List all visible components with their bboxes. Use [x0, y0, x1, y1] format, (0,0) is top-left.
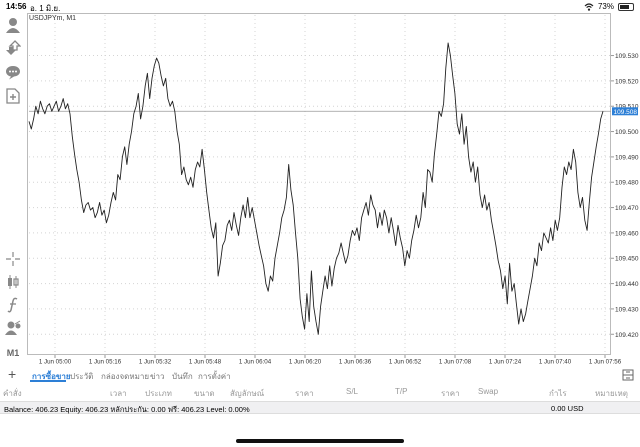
- current-price-label: 109.508: [614, 109, 638, 116]
- home-indicator[interactable]: [236, 439, 404, 443]
- tab-journal[interactable]: บันทึก: [172, 372, 193, 381]
- chart-symbol-label: USDJPYm, M1: [29, 15, 77, 22]
- x-tick-label: 1 Jun 05:32: [139, 359, 172, 366]
- x-tick-label: 1 Jun 05:16: [89, 359, 122, 366]
- x-tick-label: 1 Jun 06:20: [289, 359, 322, 366]
- price-line: [28, 42, 604, 335]
- y-tick-label: 109.460: [615, 230, 639, 237]
- chart-type-icon[interactable]: [4, 273, 22, 291]
- col-time: เวลา: [110, 389, 127, 398]
- y-tick-label: 109.500: [615, 129, 639, 136]
- tab-mailbox[interactable]: กล่องจดหมาย: [101, 372, 150, 381]
- x-tick-label: 1 Jun 05:00: [39, 359, 72, 366]
- battery-percent: 73%: [597, 2, 614, 11]
- panel-menu-icon[interactable]: [622, 369, 634, 381]
- balance-summary: Balance: 406.23 Equity: 406.23 หลักประกั…: [4, 405, 250, 414]
- col-order: คำสั่ง: [3, 389, 22, 398]
- y-tick-label: 109.530: [615, 53, 639, 60]
- x-tick-label: 1 Jun 06:52: [389, 359, 422, 366]
- total-profit: 0.00 USD: [551, 404, 584, 413]
- status-bar: 14:56 อ. 1 มิ.ย. 73%: [0, 0, 640, 13]
- active-tab-indicator: [30, 380, 66, 382]
- left-toolbar: M1: [0, 13, 26, 361]
- y-tick-label: 109.490: [615, 154, 639, 161]
- current-price-tag: [612, 107, 638, 116]
- add-icon[interactable]: +: [8, 366, 17, 382]
- terminal-tabs: + การซื้อขาย ประวัติ กล่องจดหมาย ข่าว บั…: [0, 366, 640, 382]
- x-tick-label: 1 Jun 06:04: [239, 359, 272, 366]
- wifi-icon: [584, 2, 594, 11]
- indicator-icon[interactable]: [4, 296, 22, 314]
- col-profit: กำไร: [549, 389, 567, 398]
- col-symbol: สัญลักษณ์: [230, 389, 265, 398]
- objects-icon[interactable]: [4, 319, 22, 337]
- col-price-current: ราคา: [441, 389, 460, 398]
- x-tick-label: 1 Jun 06:36: [339, 359, 372, 366]
- y-tick-label: 109.510: [615, 104, 639, 111]
- tab-settings[interactable]: การตั้งค่า: [198, 372, 231, 381]
- balance-bar: Balance: 406.23 Equity: 406.23 หลักประกั…: [0, 401, 640, 414]
- x-tick-label: 1 Jun 07:08: [439, 359, 472, 366]
- y-tick-label: 109.430: [615, 306, 639, 313]
- y-tick-label: 109.420: [615, 332, 639, 339]
- tab-history[interactable]: ประวัติ: [70, 372, 94, 381]
- col-type: ประเภท: [145, 389, 172, 398]
- trade-icon[interactable]: [4, 39, 22, 57]
- tab-news[interactable]: ข่าว: [150, 372, 165, 381]
- x-tick-label: 1 Jun 07:56: [589, 359, 622, 366]
- status-date: อ. 1 มิ.ย.: [30, 4, 61, 13]
- orders-header: คำสั่ง เวลา ประเภท ขนาด สัญลักษณ์ ราคา S…: [0, 387, 640, 399]
- col-sl: S/L: [346, 387, 359, 396]
- col-volume: ขนาด: [194, 389, 215, 398]
- battery-icon: [618, 2, 634, 11]
- x-tick-label: 1 Jun 07:24: [489, 359, 522, 366]
- y-tick-label: 109.440: [615, 281, 639, 288]
- chart-area[interactable]: [27, 13, 611, 355]
- col-price: ราคา: [295, 389, 314, 398]
- status-right: 73%: [584, 2, 634, 11]
- col-swap: Swap: [478, 387, 499, 396]
- timeframe-button[interactable]: M1: [6, 348, 20, 358]
- new-order-icon[interactable]: [4, 87, 22, 105]
- price-chart[interactable]: 109.530 109.520 109.510 109.500 109.490 109.4…: [0, 0, 640, 368]
- y-tick-label: 109.520: [615, 78, 639, 85]
- col-comment: หมายเหตุ: [595, 389, 628, 398]
- crosshair-icon[interactable]: [4, 250, 22, 268]
- tab-trade[interactable]: การซื้อขาย: [32, 372, 71, 381]
- y-tick-label: 109.480: [615, 180, 639, 187]
- y-tick-label: 109.470: [615, 205, 639, 212]
- status-time: 14:56: [6, 2, 27, 11]
- account-icon[interactable]: [4, 16, 22, 34]
- y-tick-label: 109.450: [615, 256, 639, 263]
- col-tp: T/P: [395, 387, 408, 396]
- x-tick-label: 1 Jun 05:48: [189, 359, 222, 366]
- chat-icon[interactable]: [4, 63, 22, 81]
- x-tick-label: 1 Jun 07:40: [539, 359, 572, 366]
